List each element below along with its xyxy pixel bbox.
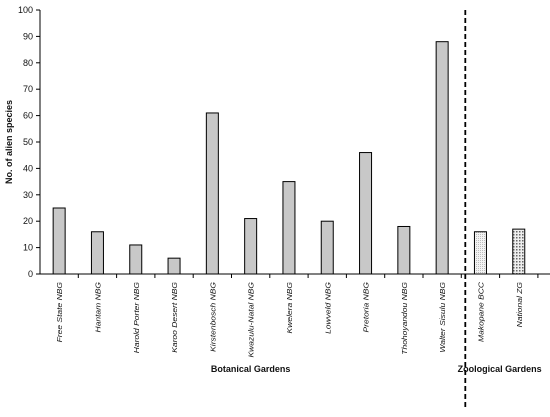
- category-label: National ZG: [515, 282, 524, 327]
- y-tick-label: 40: [23, 163, 33, 173]
- y-tick-label: 50: [23, 137, 33, 147]
- category-label: Kirstenbosch NBG: [209, 282, 218, 352]
- y-tick-label: 20: [23, 216, 33, 226]
- category-label: Pretoria NBG: [362, 282, 371, 333]
- bar: [359, 152, 373, 275]
- category-label: Harold Porter NBG: [132, 282, 141, 353]
- group-label: Botanical Gardens: [211, 364, 291, 374]
- category-label: Free State NBG: [56, 282, 65, 342]
- bar: [90, 231, 104, 275]
- y-tick-label: 70: [23, 84, 33, 94]
- category-label: Karoo Desert NBG: [170, 282, 179, 353]
- bar: [205, 112, 219, 275]
- group-label: Zoological Gardens: [458, 364, 542, 374]
- y-tick-label: 0: [28, 269, 33, 279]
- category-label: Makopane BCC: [477, 282, 486, 342]
- y-tick-label: 80: [23, 58, 33, 68]
- category-label: Thohoyandou NBG: [400, 282, 409, 355]
- bar: [282, 181, 296, 275]
- bar: [129, 244, 143, 275]
- bar: [167, 257, 181, 275]
- y-tick-label: 10: [23, 243, 33, 253]
- category-label: Hantam NBG: [94, 282, 103, 333]
- y-tick-label: 90: [23, 31, 33, 41]
- bar: [244, 218, 258, 275]
- category-label: Kwelera NBG: [285, 282, 294, 333]
- bar: [52, 207, 66, 275]
- category-label: Kwazulu-Natal NBG: [247, 282, 256, 358]
- group-labels: Botanical Gardens Zoological Gardens: [211, 364, 542, 374]
- bar: [512, 228, 526, 275]
- bar: [397, 225, 411, 275]
- axes: [39, 10, 550, 410]
- y-axis-title: No. of alien species: [4, 100, 14, 184]
- y-tick-label: 30: [23, 190, 33, 200]
- category-label: Walter Sisulu NBG: [439, 282, 448, 353]
- bar: [473, 231, 487, 275]
- category-label: Lowveld NBG: [324, 282, 333, 334]
- y-tick-label: 60: [23, 111, 33, 121]
- bars: [52, 41, 526, 275]
- y-axis-ticks: 0 10 20 30 40 50 60 70 80 90 100: [18, 5, 40, 279]
- bar: [435, 41, 449, 275]
- category-labels: Free State NBG Hantam NBG Harold Porter NB…: [56, 282, 524, 358]
- y-tick-label: 100: [18, 5, 33, 15]
- bar: [320, 220, 334, 275]
